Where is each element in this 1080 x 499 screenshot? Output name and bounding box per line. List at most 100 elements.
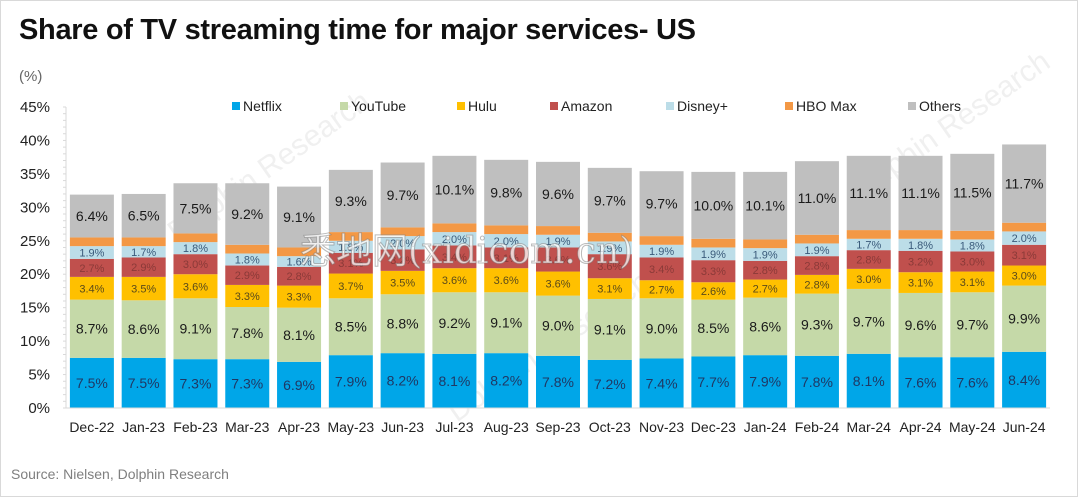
x-tick-label: Jan-23 bbox=[122, 419, 165, 435]
data-label: 7.8% bbox=[801, 374, 833, 390]
bar-segment-netflix bbox=[69, 357, 114, 408]
bar-segment-disney- bbox=[898, 238, 943, 251]
bar-segment-hbo-max bbox=[587, 232, 632, 242]
bar-segment-youtube bbox=[484, 292, 529, 354]
bar-segment-others bbox=[794, 161, 839, 235]
data-label: 7.7% bbox=[697, 374, 729, 390]
data-label: 8.1% bbox=[853, 373, 885, 389]
data-label: 1.9% bbox=[597, 243, 622, 255]
bar-segment-disney- bbox=[121, 246, 166, 258]
data-label: 3.6% bbox=[597, 261, 622, 273]
bar-segment-hbo-max bbox=[1002, 222, 1047, 232]
bar-segment-hbo-max bbox=[484, 225, 529, 235]
bar-segment-hulu bbox=[794, 274, 839, 294]
y-tick-label: 30% bbox=[20, 199, 50, 216]
data-label: 9.1% bbox=[594, 321, 626, 337]
x-axis: Dec-22 Jan-23 Feb-23 Mar-23 Apr-23 May-23 Jun-… bbox=[66, 407, 1050, 435]
data-label: 7.9% bbox=[749, 374, 781, 390]
x-tick-label: Jun-23 bbox=[381, 419, 424, 435]
bar-segment-amazon bbox=[121, 257, 166, 277]
bar-segment-netflix bbox=[484, 353, 529, 408]
bar-segment-others bbox=[277, 186, 322, 248]
data-label: 8.1% bbox=[438, 373, 470, 389]
data-label: 8.4% bbox=[1008, 372, 1040, 388]
bar-stack-jun-23: 8.2% 8.8% 3.5% 3.2% 2.0% 9.7% bbox=[380, 162, 425, 408]
data-label: 2.0% bbox=[442, 234, 467, 246]
data-label: 3.3% bbox=[287, 292, 312, 304]
data-label: 2.8% bbox=[856, 255, 881, 267]
y-tick-label: 10% bbox=[20, 333, 50, 350]
bar-segment-amazon bbox=[794, 256, 839, 275]
bar-segment-amazon bbox=[898, 250, 943, 273]
bar-segment-hbo-max bbox=[898, 230, 943, 239]
bar-segment-hbo-max bbox=[846, 230, 891, 239]
bar-stack-feb-24: 7.8% 9.3% 2.8% 2.8% 1.9% 11.0% bbox=[794, 161, 839, 408]
data-label: 11.1% bbox=[849, 185, 888, 201]
data-label: 9.7% bbox=[387, 187, 419, 203]
data-label: 2.8% bbox=[804, 261, 829, 273]
x-tick-label: Feb-24 bbox=[795, 419, 840, 435]
data-label: 3.0% bbox=[960, 257, 985, 269]
bar-segment-youtube bbox=[432, 292, 477, 354]
data-label: 3.3% bbox=[701, 266, 726, 278]
bar-segment-netflix bbox=[691, 356, 736, 408]
data-label: 2.8% bbox=[753, 265, 778, 277]
data-label: 8.8% bbox=[387, 316, 419, 332]
bar-stack-feb-23: 7.3% 9.1% 3.6% 3.0% 1.8% 7.5% bbox=[173, 183, 218, 408]
legend-swatch-youtube bbox=[340, 102, 348, 110]
bar-segment-netflix bbox=[898, 357, 943, 408]
bar-segment-hulu bbox=[484, 268, 529, 293]
bar-segment-youtube bbox=[1002, 285, 1047, 352]
data-label: 2.6% bbox=[701, 286, 726, 298]
bar-stack-oct-23: 7.2% 9.1% 3.1% 3.6% 1.9% 9.7% bbox=[587, 167, 632, 408]
bar-segment-amazon bbox=[639, 257, 684, 281]
bar-segment-disney- bbox=[691, 247, 736, 261]
bar-segment-amazon bbox=[328, 252, 373, 274]
data-label: 1.8% bbox=[338, 242, 363, 254]
data-label: 9.1% bbox=[283, 209, 315, 225]
bar-segment-hulu bbox=[950, 271, 995, 293]
data-label: 2.7% bbox=[753, 284, 778, 296]
data-label: 7.3% bbox=[180, 376, 212, 392]
data-label: 2.9% bbox=[131, 262, 156, 274]
bar-stack-jan-23: 7.5% 8.6% 3.5% 2.9% 1.7% 6.5% bbox=[121, 193, 166, 408]
y-tick-label: 35% bbox=[20, 166, 50, 183]
bar-segment-netflix bbox=[121, 357, 166, 408]
data-label: 8.1% bbox=[283, 327, 315, 343]
x-tick-label: Jun-24 bbox=[1003, 419, 1046, 435]
data-label: 8.5% bbox=[697, 320, 729, 336]
legend-swatch-hulu bbox=[457, 102, 465, 110]
bar-segment-hulu bbox=[380, 270, 425, 295]
data-label: 7.5% bbox=[180, 200, 212, 216]
data-label: 2.0% bbox=[390, 238, 415, 250]
bar-segment-hulu bbox=[69, 276, 114, 300]
data-label: 9.7% bbox=[594, 192, 626, 208]
x-tick-label: Dec-22 bbox=[69, 419, 114, 435]
legend-label: Amazon bbox=[561, 98, 612, 114]
data-label: 11.5% bbox=[953, 184, 992, 200]
data-label: 9.0% bbox=[646, 320, 678, 336]
bar-segment-disney- bbox=[1002, 231, 1047, 245]
bar-segment-netflix bbox=[225, 359, 270, 408]
data-label: 2.8% bbox=[287, 271, 312, 283]
x-tick-label: May-24 bbox=[949, 419, 996, 435]
bar-segment-others bbox=[536, 161, 580, 227]
data-label: 11.1% bbox=[901, 185, 940, 201]
source-note: Source: Nielsen, Dolphin Research bbox=[11, 466, 229, 482]
data-label: 9.0% bbox=[542, 318, 574, 334]
bar-segment-netflix bbox=[846, 353, 891, 408]
bar-segment-youtube bbox=[380, 294, 425, 354]
bar-segment-hulu bbox=[691, 282, 736, 300]
bar-segment-youtube bbox=[536, 295, 580, 356]
bar-segment-others bbox=[328, 169, 373, 233]
data-label: 2.9% bbox=[235, 270, 260, 282]
data-label: 1.9% bbox=[649, 246, 674, 258]
bar-stack-may-23: 7.9% 8.5% 3.7% 3.1% 1.8% 9.3% bbox=[328, 169, 373, 408]
bar-segment-netflix bbox=[794, 355, 839, 408]
bar-stack-jan-24: 7.9% 8.6% 2.7% 2.8% 1.9% 10.1% bbox=[743, 171, 788, 408]
data-label: 7.4% bbox=[646, 375, 678, 391]
data-label: 3.4% bbox=[79, 283, 104, 295]
y-tick-label: 45% bbox=[20, 99, 50, 116]
data-label: 1.6% bbox=[287, 257, 312, 269]
bar-segment-youtube bbox=[743, 297, 788, 356]
